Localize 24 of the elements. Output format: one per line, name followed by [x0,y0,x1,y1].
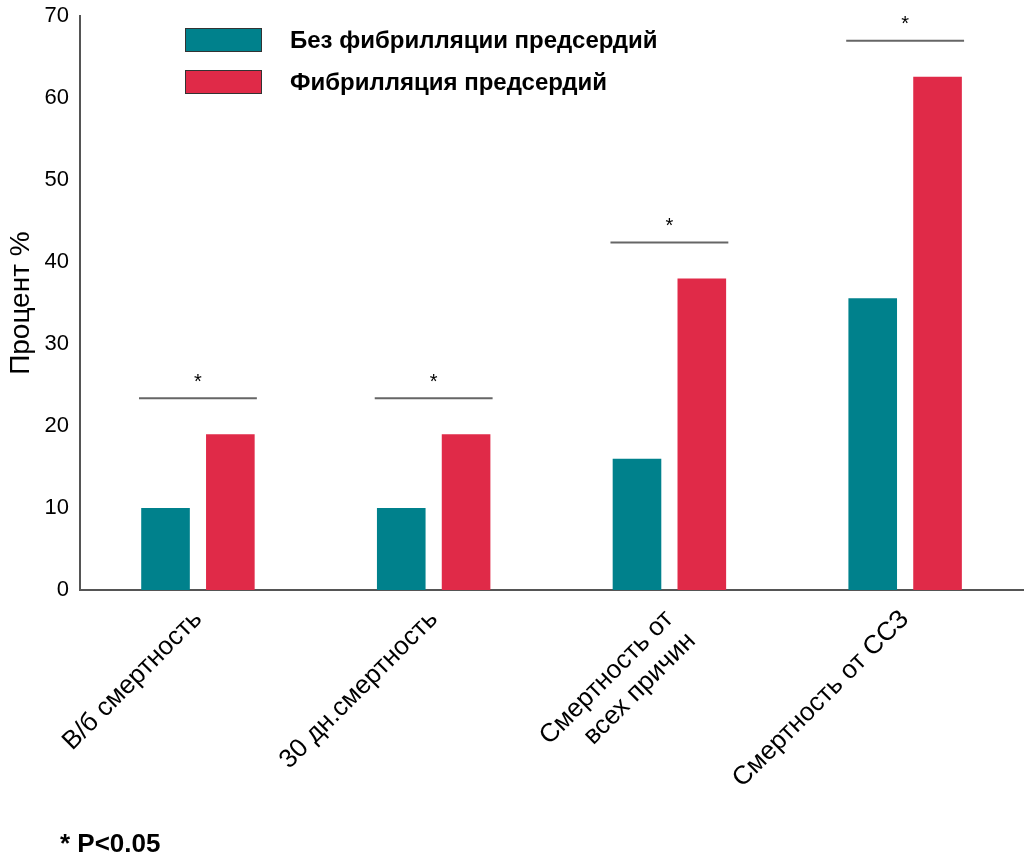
y-axis-title: Процент % [3,231,35,375]
y-tick-label: 30 [44,330,70,356]
bar [441,434,491,591]
y-tick-label: 40 [44,248,70,274]
legend-label: Без фибрилляции предсердий [290,26,658,54]
y-tick-label: 20 [44,412,70,438]
annotation: * [429,369,438,392]
y-tick-label: 50 [44,166,70,192]
y-tick-label: 60 [44,84,70,110]
bar [612,458,662,591]
y-tick-label: 10 [44,494,70,520]
bar [206,434,255,591]
y-tick-label: 70 [44,2,70,28]
bar [141,508,190,591]
annotation: * [665,214,674,237]
bar [913,76,962,591]
y-tick-label: 0 [56,576,70,602]
bar [677,278,727,591]
bar [376,508,426,591]
annotation: * [901,12,910,35]
annotation: * [194,369,203,392]
legend-label: Фибрилляция предсердий [290,68,608,96]
bar [848,298,898,591]
text: * P<0.05 [60,828,161,859]
